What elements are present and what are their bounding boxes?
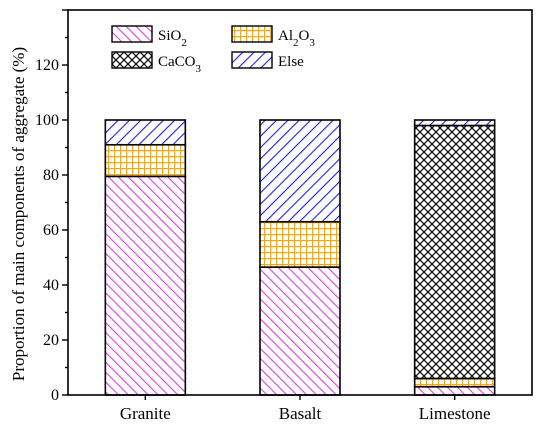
legend: SiO2 Al2O3 CaCO3 Else bbox=[111, 25, 315, 75]
bar-segment-granite-al2o3 bbox=[104, 143, 187, 178]
category-label-limestone: Limestone bbox=[419, 404, 491, 423]
legend-label-else: Else bbox=[278, 54, 304, 70]
y-tick-label: 40 bbox=[43, 277, 59, 294]
legend-swatch-al2o3 bbox=[231, 25, 273, 43]
y-tick-label: 0 bbox=[51, 387, 59, 404]
y-tick-label: 80 bbox=[43, 167, 59, 184]
bar-segment-limestone-caco3 bbox=[413, 124, 496, 380]
y-axis-label: Proportion of main components of aggrega… bbox=[9, 47, 28, 381]
category-label-granite: Granite bbox=[120, 404, 171, 423]
bar-segment-basalt-else bbox=[259, 119, 341, 223]
bar-segment-basalt-sio2 bbox=[259, 266, 341, 396]
legend-swatch-sio2 bbox=[111, 25, 153, 43]
y-tick-label: 100 bbox=[35, 112, 59, 129]
axes-layer bbox=[62, 9, 533, 400]
y-tick-label: 120 bbox=[35, 57, 59, 74]
category-labels: Granite Basalt Limestone bbox=[120, 404, 491, 423]
bar-segment-basalt-al2o3 bbox=[259, 220, 341, 268]
tick-labels: 0 20 40 60 80 100 120 bbox=[35, 57, 59, 404]
bar-segment-limestone-al2o3 bbox=[413, 377, 496, 388]
legend-label-al2o3: Al2O3 bbox=[278, 28, 315, 49]
legend-label-sio2: SiO2 bbox=[158, 28, 187, 49]
category-label-basalt: Basalt bbox=[279, 404, 322, 423]
bar-layer bbox=[104, 119, 496, 396]
legend-swatch-caco3 bbox=[111, 51, 153, 69]
bar-segment-limestone-else bbox=[413, 119, 496, 127]
bar-segment-limestone-sio2 bbox=[413, 385, 496, 396]
y-tick-label: 20 bbox=[43, 332, 59, 349]
legend-swatch-else bbox=[231, 51, 273, 69]
bar-segment-granite-else bbox=[104, 119, 187, 146]
legend-label-caco3: CaCO3 bbox=[158, 54, 202, 75]
y-tick-label: 60 bbox=[43, 222, 59, 239]
bar-segment-granite-sio2 bbox=[104, 175, 187, 396]
